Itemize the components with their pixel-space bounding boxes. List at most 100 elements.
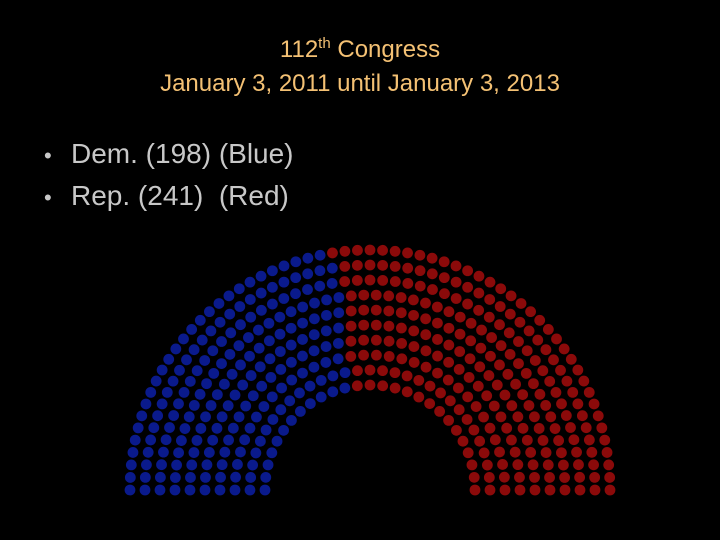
seat-dem <box>173 398 184 410</box>
seat-rep <box>377 365 388 377</box>
seat-dem <box>286 374 298 386</box>
seat-rep <box>383 290 395 302</box>
seat-rep <box>549 423 561 434</box>
seat-dem <box>124 472 136 483</box>
seat-rep <box>345 290 357 302</box>
seat-dem <box>315 391 327 403</box>
seat-rep <box>339 276 351 287</box>
seat-rep <box>402 262 414 274</box>
seat-rep <box>533 423 545 434</box>
seat-dem <box>320 341 332 352</box>
seat-dem <box>333 307 345 319</box>
seat-rep <box>377 380 389 392</box>
seat-rep <box>540 447 552 458</box>
seat-dem <box>327 386 339 398</box>
slide-title: 112th Congress <box>0 34 720 66</box>
seat-dem <box>240 400 252 412</box>
seat-dem <box>200 471 211 483</box>
seat-rep <box>534 314 546 326</box>
seat-rep <box>476 324 487 336</box>
seat-rep <box>484 276 496 288</box>
seat-rep <box>420 329 432 341</box>
seat-rep <box>431 301 443 313</box>
seat-dem <box>285 322 297 334</box>
seat-dem <box>211 389 223 401</box>
seat-dem <box>263 335 275 347</box>
seat-rep <box>364 244 376 256</box>
seat-rep <box>408 357 420 368</box>
seat-rep <box>485 350 496 362</box>
seat-rep <box>484 484 496 496</box>
seat-dem <box>243 332 254 343</box>
seat-dem <box>304 380 316 392</box>
seat-dem <box>320 357 332 368</box>
seat-rep <box>529 471 540 483</box>
seat-dem <box>205 325 217 337</box>
seat-rep <box>588 398 600 410</box>
seat-dem <box>285 339 297 351</box>
seat-dem <box>235 446 246 458</box>
seat-dem <box>263 317 275 329</box>
seat-rep <box>523 325 535 337</box>
seat-dem <box>215 471 226 483</box>
seat-dem <box>274 328 286 340</box>
seat-dem <box>308 345 320 357</box>
seat-dem <box>178 333 189 345</box>
seat-rep <box>457 435 469 447</box>
seat-rep <box>424 380 436 392</box>
seat-dem <box>290 288 301 300</box>
seat-dem <box>264 353 276 365</box>
seat-dem <box>333 292 345 303</box>
seat-dem <box>216 358 227 369</box>
seat-dem <box>127 447 139 458</box>
seat-dem <box>278 276 290 288</box>
seat-rep <box>351 380 363 392</box>
seat-rep <box>506 434 517 446</box>
seat-rep <box>464 353 476 365</box>
seat-rep <box>537 365 549 377</box>
seat-dem <box>139 484 151 496</box>
seat-dem <box>321 309 332 321</box>
seat-rep <box>351 259 363 271</box>
seat-rep <box>514 316 526 328</box>
seat-dem <box>225 327 237 339</box>
seat-rep <box>481 459 493 471</box>
seat-rep <box>377 274 389 286</box>
seat-rep <box>567 386 579 398</box>
seat-rep <box>466 459 478 471</box>
seat-dem <box>339 367 351 379</box>
ordinal-suffix: th <box>318 35 331 52</box>
seat-rep <box>370 334 382 346</box>
seat-dem <box>132 422 144 434</box>
seat-rep <box>550 387 562 398</box>
seat-dem <box>333 322 344 334</box>
seat-dem <box>267 414 279 425</box>
seat-dem <box>183 411 195 423</box>
seat-rep <box>472 380 484 392</box>
seat-rep <box>453 382 464 394</box>
seat-rep <box>589 471 601 483</box>
seat-rep <box>364 379 376 391</box>
seat-dem <box>314 265 326 277</box>
seat-rep <box>414 265 426 277</box>
seat-dem <box>285 306 297 318</box>
seat-rep <box>383 335 395 347</box>
seat-rep <box>483 311 495 323</box>
seat-dem <box>194 388 206 400</box>
seat-dem <box>290 256 302 268</box>
seat-rep <box>454 311 466 323</box>
seat-rep <box>473 287 485 299</box>
seat-rep <box>396 322 407 334</box>
seat-dem <box>309 297 320 309</box>
seat-dem <box>184 375 196 387</box>
seat-rep <box>396 337 407 349</box>
seat-rep <box>434 406 446 417</box>
seat-rep <box>545 411 557 423</box>
seat-rep <box>504 348 516 360</box>
seat-dem <box>332 353 344 365</box>
seat-rep <box>462 447 474 459</box>
seat-rep <box>468 424 480 436</box>
seat-rep <box>461 414 473 425</box>
seat-rep <box>512 459 524 471</box>
